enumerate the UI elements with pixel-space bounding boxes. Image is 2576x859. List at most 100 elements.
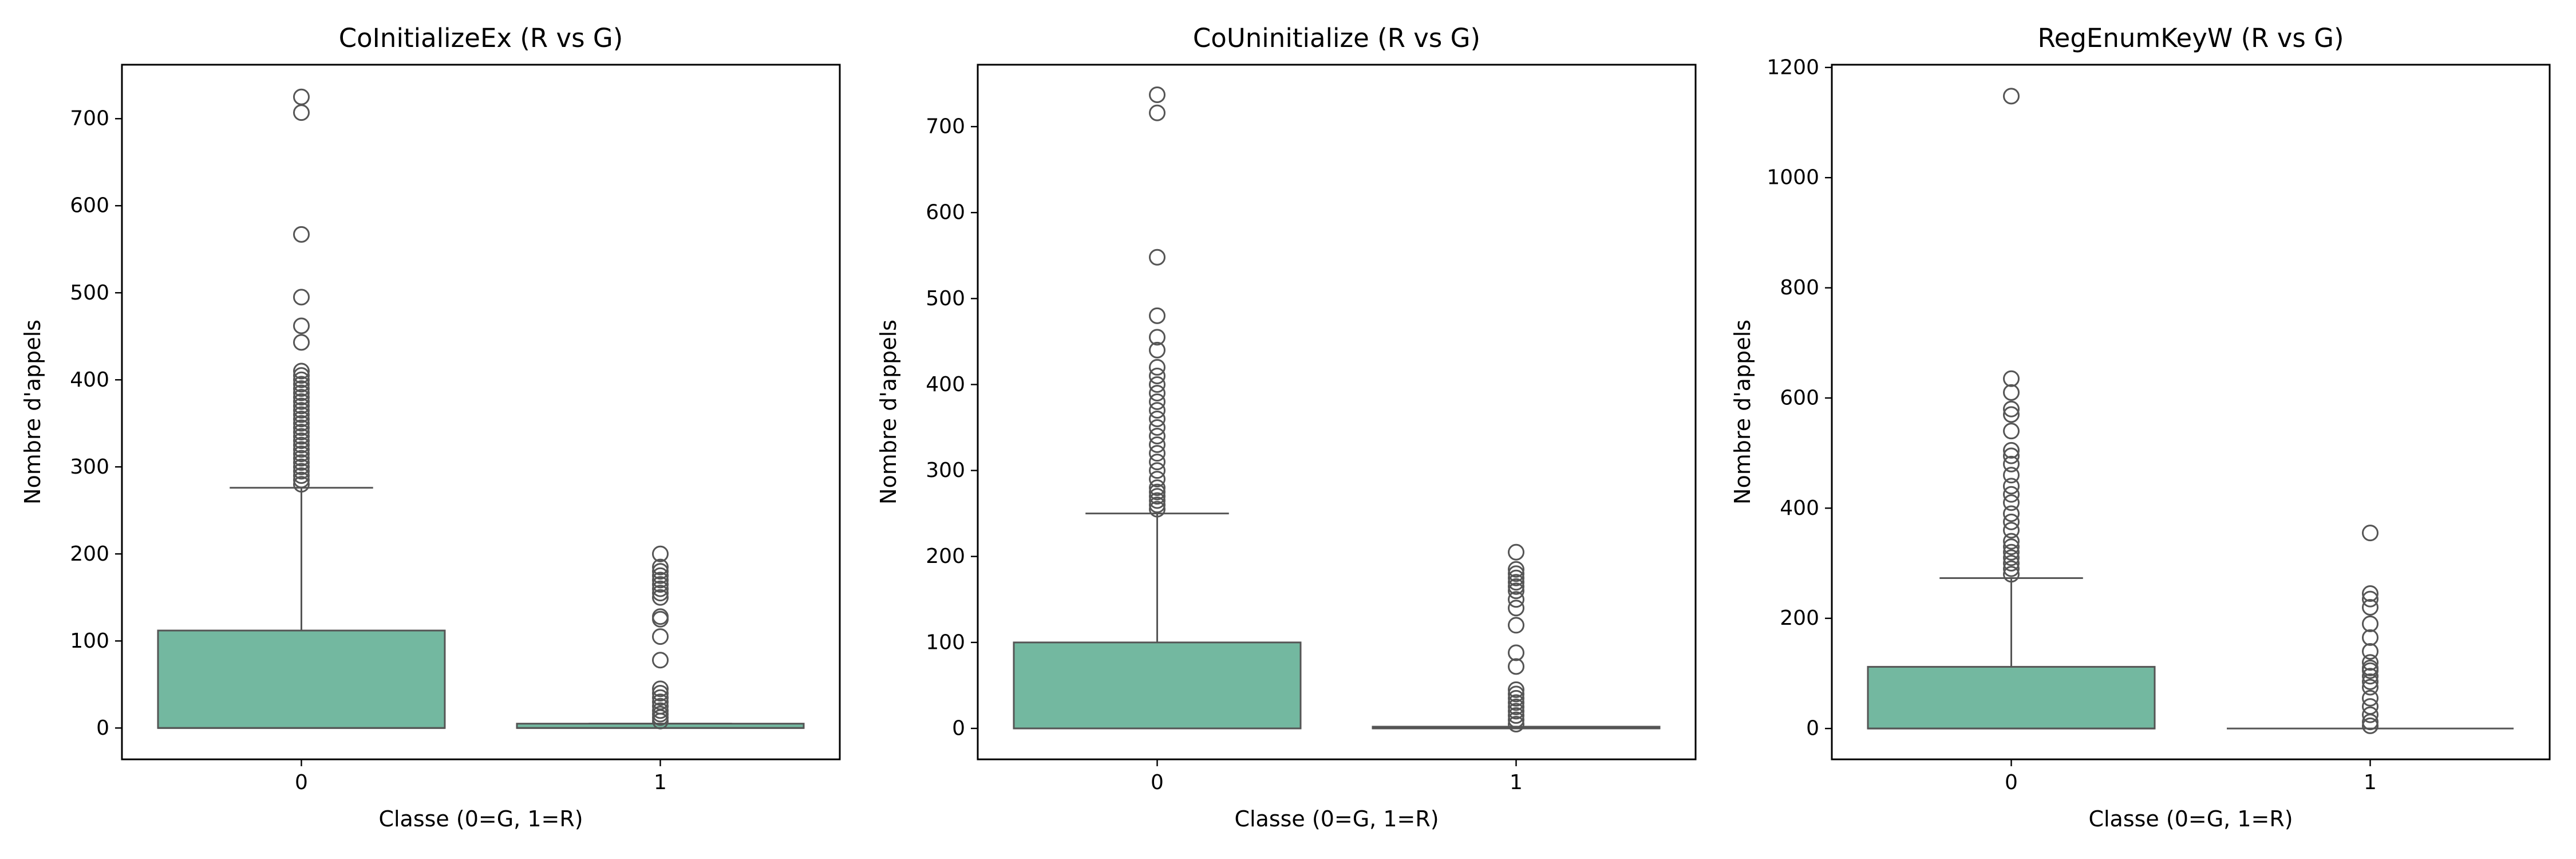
y-tick-label: 500 [70,281,109,305]
outlier-point [2003,549,2020,566]
chart-panel-1: 0 100 200 300 400 500 600 700 0 1 CoInitializeEx (… [20,23,841,832]
box-category-0 [157,88,446,729]
outlier-point [652,693,669,711]
outlier-point [2362,717,2379,734]
outlier-point [293,450,310,467]
x-tick-label: 0 [295,771,308,794]
y-tick-label: 100 [70,629,109,653]
outlier-point [1508,715,1524,732]
box-iqr [157,629,446,729]
outlier-point [1508,574,1524,591]
outlier-point [1508,591,1524,608]
outlier-point [652,652,669,669]
outlier-point [652,589,669,606]
outlier-point [293,467,310,484]
outlier-point [2362,698,2379,715]
outlier-point [652,628,669,645]
outlier-point [293,428,310,445]
outlier-point [652,702,669,719]
outlier-point [293,362,310,380]
outlier-point [293,317,310,334]
y-tick-label: 200 [70,542,109,566]
outlier-point [1508,658,1524,675]
outlier-point [1149,483,1165,501]
outlier-point [1149,445,1165,462]
outlier-point [1149,329,1165,346]
outlier-point [293,415,310,432]
outlier-point [293,376,310,393]
outlier-point [293,289,310,306]
outlier-point [2003,555,2020,572]
outlier-point [1149,104,1165,121]
outlier-point [2362,706,2379,723]
y-axis-label: Nombre d'appels [20,320,45,505]
outlier-point [1149,367,1165,384]
outlier-point [293,423,310,440]
outlier-point [2003,494,2020,511]
outlier-point [1149,436,1165,454]
outlier-point [1508,565,1524,582]
outlier-point [2362,643,2379,660]
outlier-point [1149,86,1165,104]
outlier-point [2003,513,2020,530]
outlier-point [1149,428,1165,445]
outlier-point [652,689,669,706]
y-tick-label: 300 [926,459,965,482]
outlier-point [2003,406,2020,423]
outlier-point [2003,88,2020,105]
outlier-point [652,567,669,584]
y-tick-label: 500 [926,287,965,310]
outlier-point [2362,615,2379,632]
outlier-point [1149,497,1165,514]
y-tick-label: 600 [1780,386,1819,409]
x-axis-label: Classe (0=G, 1=R) [1234,806,1439,832]
outlier-point [2362,629,2379,646]
outlier-point [293,401,310,419]
outlier-point [293,380,310,397]
x-tick-label: 1 [2364,771,2377,794]
y-tick-label: 600 [926,201,965,224]
outlier-point [1149,419,1165,436]
x-tick-label: 0 [1151,771,1164,794]
outlier-point [652,608,669,625]
y-tick-label: 400 [926,373,965,396]
y-tick-label: 0 [952,716,965,740]
outlier-point [2362,654,2379,671]
outlier-point [1149,479,1165,497]
outlier-point [2003,543,2020,561]
outlier-point [293,371,310,388]
outlier-point [1508,694,1524,711]
outlier-point [1149,462,1165,479]
box-category-1 [516,545,805,730]
box-iqr [1867,665,2156,730]
y-tick-label: 700 [70,107,109,131]
outlier-point [293,458,310,475]
outlier-point [2003,467,2020,484]
outlier-point [2362,599,2379,616]
outlier-point [652,585,669,602]
outlier-point [1149,488,1165,505]
outlier-point [652,558,669,576]
box-category-1 [2227,525,2514,734]
outlier-point [2003,560,2020,577]
outlier-point [652,684,669,702]
outlier-point [293,411,310,428]
outlier-point [1149,471,1165,488]
outlier-point [1508,543,1524,561]
outlier-point [2362,585,2379,602]
y-tick-label: 800 [1780,276,1819,300]
outlier-point [652,572,669,589]
outlier-point [293,393,310,410]
outlier-point [652,680,669,698]
y-tick-label: 300 [70,455,109,479]
y-tick-label: 200 [1780,606,1819,630]
outlier-point [293,471,310,488]
outlier-point [293,88,310,105]
box-iqr [1013,641,1302,730]
outlier-point [1508,561,1524,578]
x-tick-label: 0 [2005,771,2018,794]
axes-frame [121,64,841,761]
y-tick-label: 400 [70,368,109,392]
outlier-point [1149,249,1165,266]
outlier-point [1508,578,1524,595]
